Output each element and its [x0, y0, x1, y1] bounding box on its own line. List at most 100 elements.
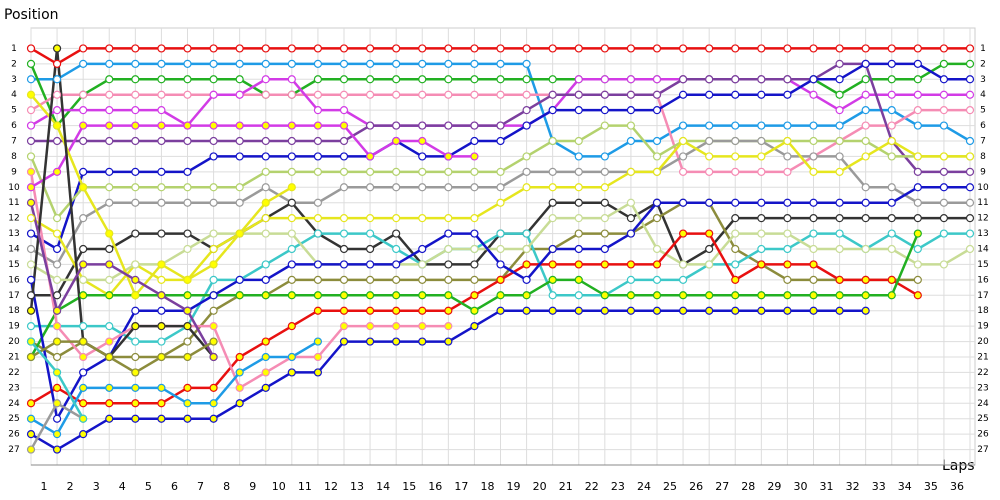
lap-point: [261, 121, 270, 130]
lap-point: [809, 306, 818, 315]
lap-point: [705, 260, 714, 269]
lap-point: [783, 275, 792, 284]
lap-point: [757, 121, 766, 130]
lap-point: [678, 152, 688, 161]
lap-point: [783, 90, 792, 99]
lap-point: [626, 198, 636, 207]
lap-point: [626, 260, 636, 269]
lap-point: [496, 229, 505, 238]
lap-point: [783, 136, 792, 146]
lap-point: [157, 198, 166, 207]
lap-point: [287, 75, 296, 84]
lap-point: [757, 136, 766, 146]
lap-point: [79, 121, 88, 130]
lap-point: [678, 306, 688, 315]
lap-point: [313, 352, 323, 362]
y-tick-label: 13: [8, 229, 19, 239]
y-tick-label-right: 20: [977, 337, 989, 347]
y-tick-label-right: 12: [977, 214, 988, 224]
lap-point: [52, 214, 62, 223]
lap-point: [261, 136, 270, 146]
lap-point: [131, 260, 140, 269]
lap-point: [52, 121, 62, 130]
lap-point: [548, 244, 557, 254]
y-tick-label: 26: [8, 430, 20, 440]
lap-point: [965, 75, 975, 84]
lap-point: [183, 90, 192, 99]
lap-point: [183, 322, 192, 331]
lap-point: [470, 291, 479, 300]
lap-point: [287, 291, 296, 300]
lap-line: [30, 124, 475, 189]
lap-point: [261, 291, 270, 300]
lap-point: [705, 306, 714, 315]
lap-point: [339, 229, 349, 238]
y-tick-label-right: 21: [977, 353, 988, 363]
lap-point: [731, 275, 740, 284]
lap-point: [261, 260, 270, 269]
lap-point: [131, 229, 140, 238]
lap-point: [392, 136, 401, 146]
x-tick-label: 2: [67, 480, 74, 493]
lap-point: [783, 152, 792, 161]
lap-point: [418, 260, 427, 269]
lap-point: [392, 260, 401, 269]
lap-point: [861, 214, 870, 223]
lap-point: [757, 44, 766, 53]
lap-point: [235, 183, 244, 192]
lap-point: [809, 90, 818, 99]
lap-point: [131, 183, 140, 192]
lap-point: [52, 44, 62, 53]
lap-point: [261, 383, 270, 392]
lap-point: [600, 229, 609, 238]
lap-point: [678, 275, 688, 284]
lap-point: [757, 260, 766, 269]
lap-point: [52, 445, 62, 454]
lap-point: [965, 90, 975, 99]
lap-point: [913, 198, 922, 207]
lap-point: [913, 75, 922, 84]
x-tick-label: 10: [272, 480, 286, 493]
lap-point: [339, 275, 349, 284]
lap-point: [313, 260, 323, 269]
lap-point: [131, 383, 140, 392]
lap-point: [261, 59, 270, 68]
lap-point: [235, 399, 244, 408]
lap-point: [887, 244, 896, 254]
lap-point: [313, 291, 323, 300]
lap-point: [522, 59, 531, 68]
lap-point: [157, 106, 166, 115]
lap-point: [392, 306, 401, 315]
lap-point: [392, 322, 401, 331]
lap-point: [548, 275, 557, 284]
lap-point: [835, 136, 844, 146]
x-tick-label: 4: [119, 480, 126, 493]
lap-point: [757, 244, 766, 254]
lap-point: [626, 75, 636, 84]
lap-point: [79, 291, 88, 300]
lap-point: [131, 167, 140, 176]
lap-point: [26, 59, 36, 68]
lap-point: [392, 244, 401, 254]
y-tick-label-right: 9: [980, 167, 986, 177]
lap-point: [79, 322, 88, 331]
lap-point: [626, 106, 636, 115]
lap-point: [757, 306, 766, 315]
lap-point: [52, 106, 62, 115]
y-tick-label-right: 8: [980, 152, 986, 162]
lap-point: [731, 136, 740, 146]
lap-point: [965, 244, 975, 254]
lap-point: [365, 59, 375, 68]
lap-point: [339, 306, 349, 315]
lap-point: [339, 152, 349, 161]
lap-point: [365, 244, 375, 254]
y-tick-label: 25: [8, 414, 19, 424]
lap-point: [574, 136, 583, 146]
lap-point: [79, 183, 88, 192]
lap-point: [626, 214, 636, 223]
lap-point: [548, 183, 557, 192]
lap-point: [418, 337, 427, 346]
lap-point: [861, 90, 870, 99]
lap-point: [26, 198, 36, 207]
lap-point: [496, 275, 505, 284]
